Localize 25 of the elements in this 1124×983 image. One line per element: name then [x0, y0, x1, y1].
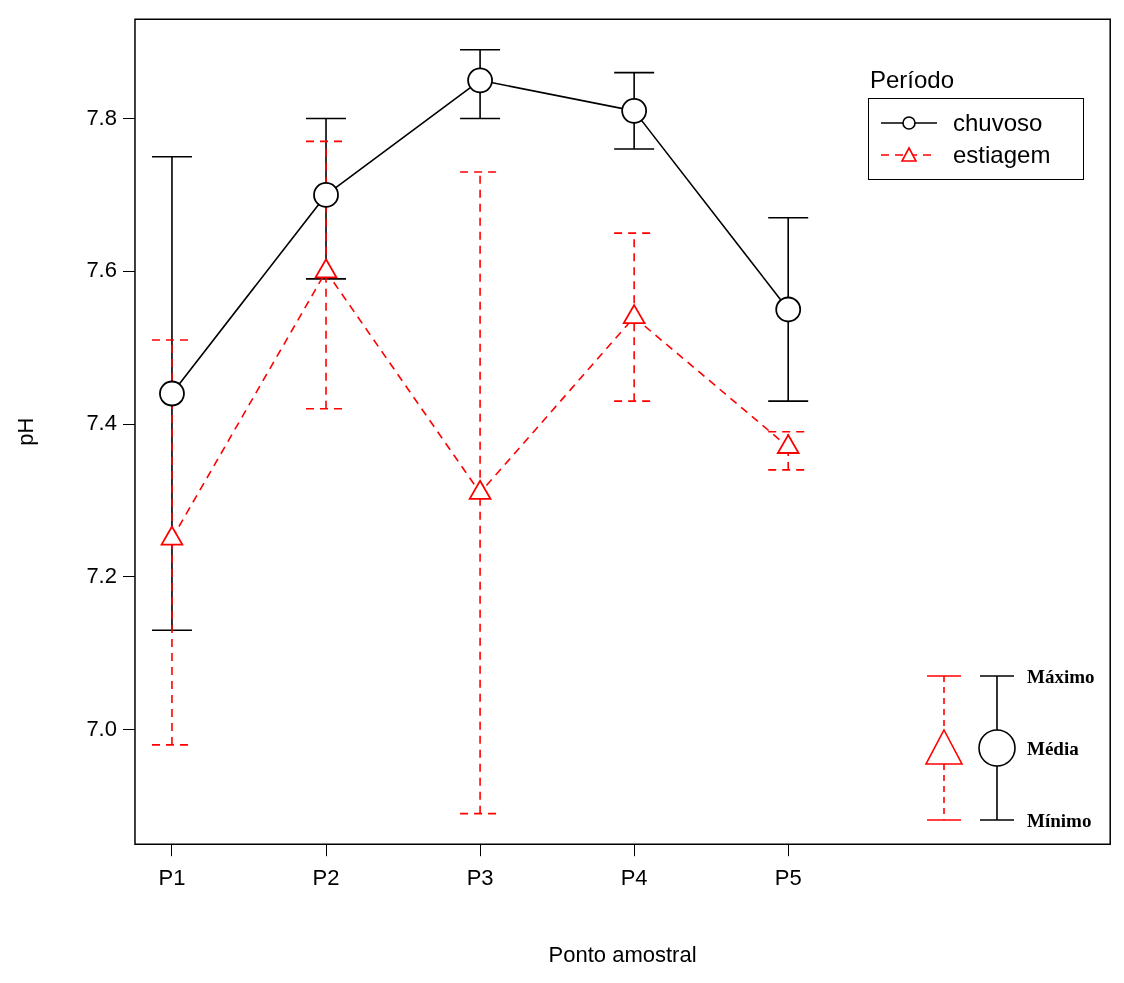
range-key: Máximo Média Mínimo — [915, 660, 1120, 840]
point — [160, 525, 184, 546]
y-tick-label: 7.4 — [86, 410, 117, 436]
x-tick-label: P5 — [774, 865, 802, 891]
y-tick-label: 7.0 — [86, 715, 117, 741]
point — [775, 296, 802, 323]
y-tick-label: 7.6 — [86, 257, 117, 283]
legend-label: estiagem — [953, 141, 1051, 169]
y-axis-title: pH — [13, 417, 39, 446]
x-tick-label: P3 — [466, 865, 494, 891]
point — [621, 97, 648, 124]
x-tick-label: P2 — [312, 865, 340, 891]
y-tick-label: 7.8 — [86, 104, 117, 130]
x-tick-label: P1 — [158, 865, 186, 891]
point — [313, 181, 339, 208]
x-axis-title: Ponto amostral — [548, 941, 697, 967]
legend-title: Período — [870, 66, 955, 94]
y-tick-label: 7.2 — [86, 562, 117, 588]
point — [467, 67, 493, 94]
x-tick-label: P4 — [620, 865, 648, 891]
point — [314, 258, 338, 279]
legend-label: chuvoso — [953, 109, 1043, 137]
point — [776, 434, 800, 454]
point — [468, 479, 492, 500]
point — [622, 304, 646, 325]
